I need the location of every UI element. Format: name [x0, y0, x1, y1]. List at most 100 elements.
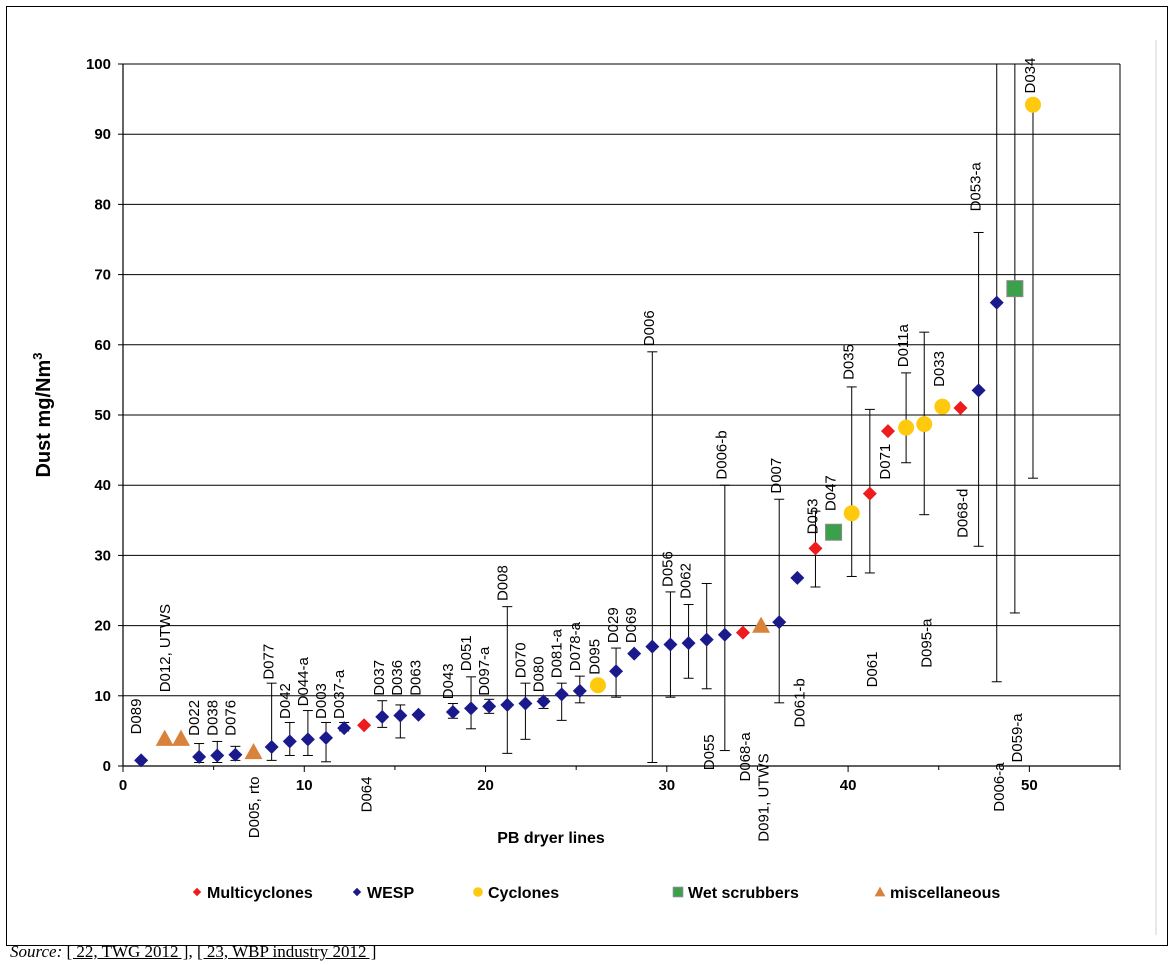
point-label-47: D034 — [1022, 58, 1039, 94]
point-label-25: D069 — [623, 607, 640, 643]
point-wesp-31 — [718, 628, 732, 642]
point-label-33: D007 — [768, 458, 785, 494]
point-label-38: D061 — [864, 652, 881, 688]
source-citation: Source: [ 22, TWG 2012 ], [ 23, WBP indu… — [10, 942, 376, 962]
point-label-19: D070 — [512, 642, 529, 678]
point-wesp-11 — [337, 721, 351, 735]
legend-marker-multicyclones — [193, 888, 201, 896]
point-label-0: D089 — [128, 699, 145, 735]
point-wet-37 — [826, 524, 842, 540]
source-ref-twg[interactable]: [ 22, TWG 2012 ] — [67, 942, 189, 961]
x-tick-label-40: 40 — [840, 777, 857, 794]
point-wesp-18 — [482, 699, 496, 713]
y-tick-label-100: 100 — [86, 56, 111, 73]
point-misc-1 — [156, 730, 174, 746]
y-tick-label-40: 40 — [94, 477, 111, 494]
y-axis-title-main: Dust mg/Nm — [33, 360, 55, 478]
point-multicyclones-12 — [357, 718, 371, 732]
point-wesp-19 — [500, 698, 514, 712]
point-multicyclones-40 — [881, 424, 895, 438]
point-wesp-15 — [411, 708, 425, 722]
x-tick-label-30: 30 — [658, 777, 675, 794]
point-label-35: D053 — [804, 498, 821, 534]
point-label-15: D043 — [440, 663, 457, 699]
point-cyclones-24 — [590, 677, 606, 693]
point-misc-6 — [245, 743, 263, 759]
point-label-28: D062 — [677, 563, 694, 599]
point-label-22: D078-a — [567, 621, 584, 671]
point-label-46: D059-a — [1009, 713, 1026, 763]
point-wesp-16 — [446, 705, 460, 719]
legend-label-cyclones: Cyclones — [488, 885, 559, 902]
legend-marker-cyclones — [473, 887, 483, 897]
source-ref-wbp[interactable]: [ 23, WBP industry 2012 ] — [197, 942, 376, 961]
point-cyclones-41 — [898, 420, 914, 436]
point-label-3: D038 — [204, 700, 221, 736]
legend-marker-wet — [673, 887, 683, 897]
x-tick-label-20: 20 — [477, 777, 494, 794]
point-multicyclones-39 — [863, 487, 877, 501]
legend-label-misc: miscellaneous — [890, 885, 1000, 902]
point-wesp-5 — [228, 748, 242, 762]
y-axis-title-superscript: 3 — [30, 352, 45, 359]
point-wesp-4 — [210, 748, 224, 762]
y-tick-label-30: 30 — [94, 547, 111, 564]
y-tick-label-80: 80 — [94, 196, 111, 213]
point-label-7: D042 — [277, 683, 294, 719]
point-label-12: D037 — [371, 660, 388, 696]
point-wesp-7 — [265, 740, 279, 754]
point-label-10: D037-a — [331, 669, 348, 719]
point-label-39: D071 — [877, 444, 894, 480]
point-label-17: D097-a — [476, 646, 493, 696]
x-tick-label-50: 50 — [1021, 777, 1038, 794]
point-label-45: D006-a — [991, 762, 1008, 812]
point-wesp-17 — [464, 701, 478, 715]
legend: Multicyclones WESP Cyclones Wet scrubbers mi… — [193, 885, 1001, 902]
point-label-23: D095 — [587, 639, 604, 675]
y-tick-label-20: 20 — [94, 618, 111, 635]
point-label-44: D053-a — [967, 162, 984, 212]
point-wesp-27 — [645, 640, 659, 654]
point-wesp-26 — [627, 647, 641, 661]
point-wesp-8 — [283, 734, 297, 748]
point-label-32: D091, UTWS — [755, 753, 772, 841]
source-prefix: Source: — [10, 942, 62, 961]
point-label-40: D011a — [895, 324, 912, 368]
point-wesp-25 — [609, 664, 623, 678]
point-cyclones-48 — [1025, 97, 1041, 113]
point-label-21: D081-a — [549, 628, 566, 678]
y-tick-label-50: 50 — [94, 407, 111, 424]
point-label-26: D006 — [641, 310, 658, 346]
point-label-30: D006-b — [714, 430, 731, 479]
gridlines — [123, 64, 1120, 696]
error-bars — [194, 64, 1038, 762]
legend-label-multicyclones: Multicyclones — [207, 885, 313, 902]
point-multicyclones-44 — [953, 401, 967, 415]
point-label-18: D008 — [494, 565, 511, 601]
point-wesp-13 — [375, 710, 389, 724]
point-wesp-35 — [790, 571, 804, 585]
legend-marker-misc — [875, 887, 886, 897]
point-wesp-14 — [393, 708, 407, 722]
point-label-14: D063 — [407, 660, 424, 696]
point-wesp-34 — [772, 615, 786, 629]
x-tick-label-0: 0 — [119, 777, 127, 794]
point-cyclones-42 — [916, 416, 932, 432]
point-wesp-21 — [537, 694, 551, 708]
point-misc-33 — [752, 617, 770, 633]
y-axis-title: Dust mg/Nm3 — [30, 352, 55, 477]
source-separator: , — [188, 942, 192, 961]
legend-label-wesp: WESP — [367, 885, 414, 902]
point-multicyclones-32 — [736, 626, 750, 640]
legend-label-wet: Wet scrubbers — [688, 885, 799, 902]
legend-marker-wesp — [353, 888, 361, 896]
x-tick-label-10: 10 — [296, 777, 313, 794]
point-wesp-45 — [972, 383, 986, 397]
point-label-24: D029 — [605, 607, 622, 643]
point-label-1: D012, UTWS — [157, 604, 174, 692]
point-cyclones-38 — [844, 505, 860, 521]
point-cyclones-43 — [934, 399, 950, 415]
y-tick-label-90: 90 — [94, 126, 111, 143]
